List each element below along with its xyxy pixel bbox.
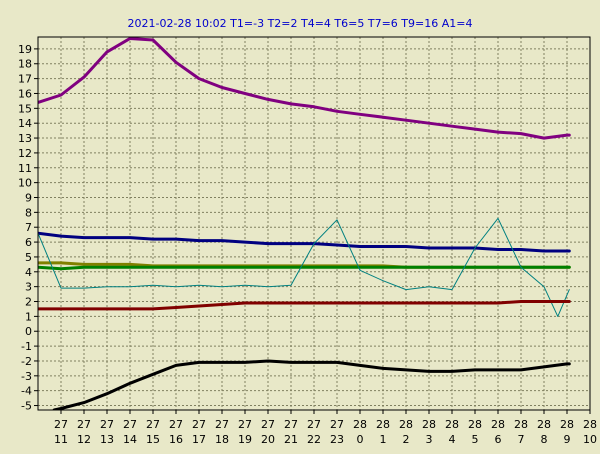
x-tick-label-hour: 5 [472,433,479,446]
x-tick-label-hour: 10 [583,433,597,446]
x-tick-label-day: 28 [537,418,551,431]
y-tick-label: -3 [21,370,32,383]
y-tick-label: 13 [18,132,32,145]
x-tick-label-day: 27 [169,418,183,431]
y-tick-label: 12 [18,147,32,160]
x-tick-label-day: 28 [560,418,574,431]
y-tick-label: 14 [18,117,32,130]
y-tick-label: 0 [25,325,32,338]
x-tick-label-hour: 14 [123,433,137,446]
x-tick-label-hour: 13 [100,433,114,446]
series-line-4 [38,265,571,271]
x-tick-label-hour: 7 [518,433,525,446]
x-tick-label-hour: 2 [403,433,410,446]
x-tick-label-day: 27 [192,418,206,431]
x-tick-label-day: 27 [261,418,275,431]
y-tick-label: 9 [25,191,32,204]
y-tick-label: 1 [25,310,32,323]
x-tick-label-hour: 8 [541,433,548,446]
x-tick-label-hour: 4 [449,433,456,446]
grid-lines [38,37,591,410]
y-tick-label: 18 [18,58,32,71]
x-tick-label-hour: 17 [192,433,206,446]
x-tick-label-day: 28 [399,418,413,431]
x-tick-label-day: 27 [100,418,114,431]
x-tick-label-hour: 22 [307,433,321,446]
series-lines [38,37,571,410]
x-tick-label-hour: 3 [426,433,433,446]
y-tick-label: -2 [21,355,32,368]
x-tick-label-hour: 9 [564,433,571,446]
x-tick-label-day: 28 [353,418,367,431]
x-tick-label-hour: 20 [261,433,275,446]
series-line-1 [38,37,571,140]
x-tick-label-day: 28 [514,418,528,431]
x-tick-label-day: 27 [330,418,344,431]
x-tick-label-day: 28 [376,418,390,431]
x-tick-label-day: 27 [54,418,68,431]
x-tick-label-hour: 0 [357,433,364,446]
x-tick-label-hour: 11 [54,433,68,446]
y-tick-label: 3 [25,281,32,294]
x-tick-label-hour: 21 [284,433,298,446]
x-tick-label-hour: 6 [495,433,502,446]
y-tick-label: 19 [18,43,32,56]
y-tick-label: 6 [25,236,32,249]
y-tick-label: 8 [25,206,32,219]
x-tick-label-hour: 18 [215,433,229,446]
y-tick-label: 11 [18,162,32,175]
plot-frame [37,36,591,411]
x-tick-label-day: 28 [583,418,597,431]
y-tick-label: 7 [25,221,32,234]
x-tick-label-day: 28 [468,418,482,431]
x-tick-label-day: 27 [215,418,229,431]
y-tick-label: -4 [21,385,32,398]
x-tick-label-day: 28 [422,418,436,431]
x-tick-label-day: 27 [307,418,321,431]
x-tick-label-hour: 19 [238,433,252,446]
x-tick-label-day: 28 [445,418,459,431]
x-tick-label-hour: 12 [77,433,91,446]
series-line-6 [38,300,571,311]
x-axis: 2711271227132714271527162717271827192720… [54,410,597,446]
y-tick-label: 17 [18,73,32,86]
x-tick-label-hour: 23 [330,433,344,446]
y-tick-label: 4 [25,266,32,279]
x-tick-label-day: 27 [77,418,91,431]
x-tick-label-day: 28 [491,418,505,431]
x-tick-label-day: 27 [146,418,160,431]
x-tick-label-hour: 15 [146,433,160,446]
x-tick-label-hour: 16 [169,433,183,446]
y-tick-label: 15 [18,102,32,115]
y-tick-label: 10 [18,177,32,190]
x-tick-label-day: 27 [123,418,137,431]
y-tick-label: 5 [25,251,32,264]
x-tick-label-day: 27 [284,418,298,431]
y-tick-label: -5 [21,400,32,413]
y-tick-label: -1 [21,340,32,353]
chart-title: 2021-02-28 10:02 T1=-3 T2=2 T4=4 T6=5 T7… [128,17,473,30]
x-tick-label-hour: 1 [380,433,387,446]
series-line-5 [38,217,570,317]
series-line-7 [52,359,571,410]
x-tick-label-day: 27 [238,418,252,431]
y-tick-label: 16 [18,87,32,100]
y-tick-label: 2 [25,296,32,309]
